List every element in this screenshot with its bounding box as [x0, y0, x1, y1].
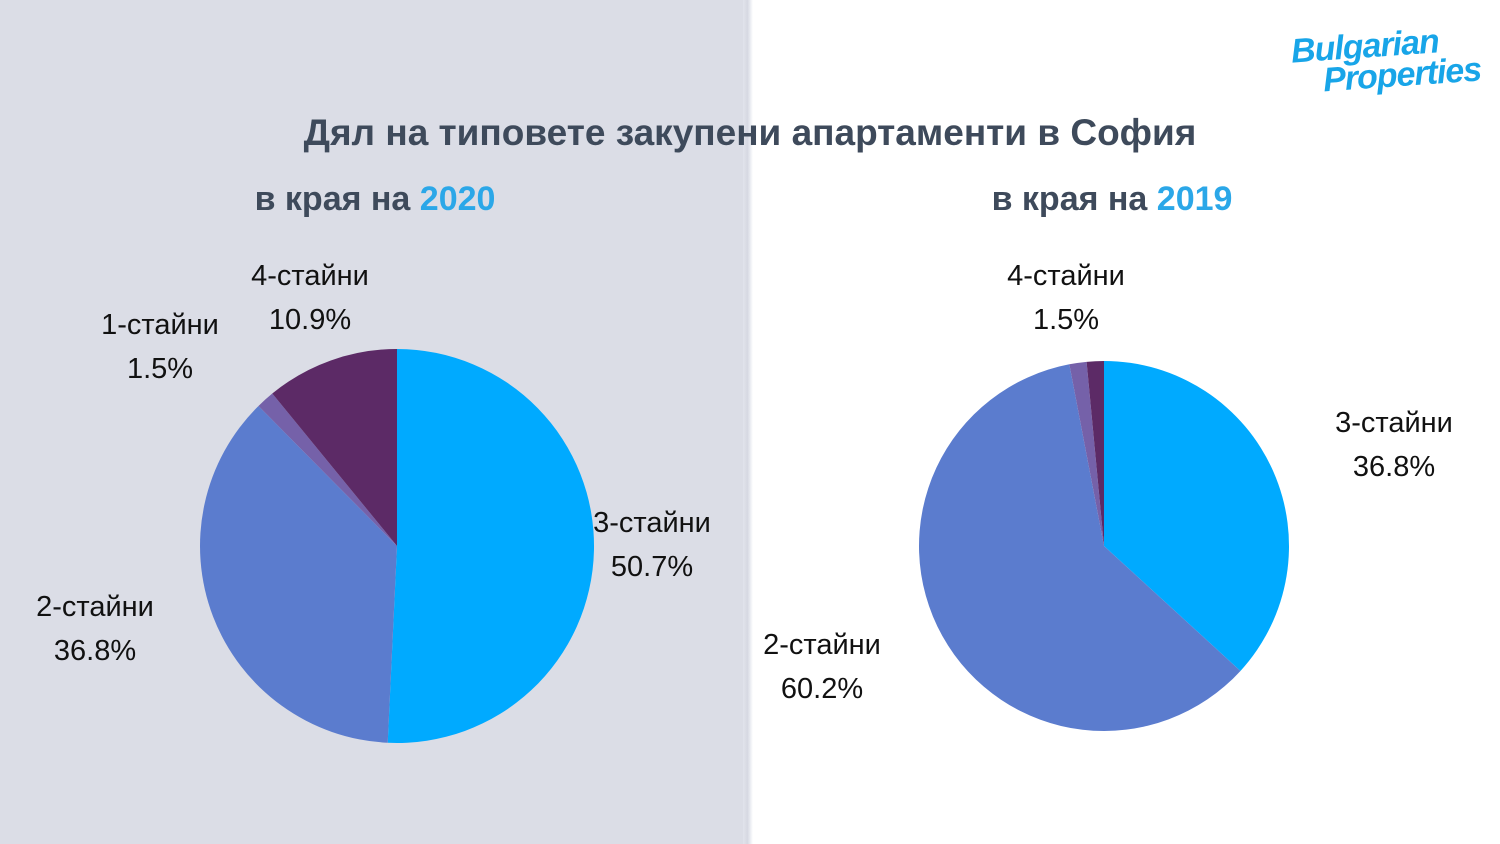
slice-name: 4-стайни: [251, 259, 369, 292]
pie-slice-1-стайни: [1069, 361, 1104, 546]
slice-name: 2-стайни: [763, 628, 881, 661]
slice-name: 3-стайни: [1335, 406, 1453, 439]
subtitle-2020: в края на 2020: [255, 180, 496, 219]
subtitle-2019: в края на 2019: [992, 180, 1233, 219]
slice-value: 36.8%: [1352, 451, 1436, 483]
pie-slice-4-стайни: [272, 349, 397, 546]
bulgarian-properties-logo: Bulgarian Properties: [1290, 22, 1483, 100]
pie-chart-2019: [919, 361, 1290, 732]
pie-slice-3-стайни: [387, 349, 595, 743]
slice-name: 3-стайни: [593, 506, 711, 539]
label-2020-2-rooms: 2-стайни 36.8%: [36, 585, 154, 673]
logo-word-properties: Properties: [1321, 50, 1483, 100]
slice-name: 1-стайни: [101, 308, 219, 341]
pie-chart-2020: [200, 349, 595, 743]
label-2020-4-rooms: 4-стайни 10.9%: [251, 254, 369, 342]
panel-divider: [743, 0, 753, 844]
pie-slice-1-стайни: [258, 393, 397, 546]
slice-value: 1.5%: [1032, 304, 1100, 336]
slice-name: 2-стайни: [36, 590, 154, 623]
label-2019-2-rooms: 2-стайни 60.2%: [763, 623, 881, 711]
slice-value: 1.5%: [126, 353, 194, 385]
label-2019-4-rooms: 4-стайни 1.5%: [1007, 254, 1125, 342]
slice-value: 60.2%: [780, 673, 864, 705]
subtitle-2020-prefix: в края на: [254, 180, 420, 218]
subtitle-2019-year: 2019: [1156, 180, 1233, 218]
label-2020-1-rooms: 1-стайни 1.5%: [101, 303, 219, 391]
label-2019-3-rooms: 3-стайни 36.8%: [1335, 401, 1453, 489]
pie-slice-4-стайни: [1086, 361, 1104, 546]
slice-value: 10.9%: [268, 304, 352, 336]
slice-value: 36.8%: [53, 635, 137, 667]
slice-name: 4-стайни: [1007, 259, 1125, 292]
pie-slice-2-стайни: [200, 405, 397, 743]
label-2020-3-rooms: 3-стайни 50.7%: [593, 501, 711, 589]
page-title: Дял на типовете закупени апартаменти в С…: [303, 112, 1197, 153]
pie-slice-2-стайни: [919, 364, 1241, 732]
pie-slice-3-стайни: [1104, 361, 1290, 671]
slice-value: 50.7%: [610, 551, 694, 583]
subtitle-2020-year: 2020: [419, 180, 496, 218]
subtitle-2019-prefix: в края на: [991, 180, 1157, 218]
